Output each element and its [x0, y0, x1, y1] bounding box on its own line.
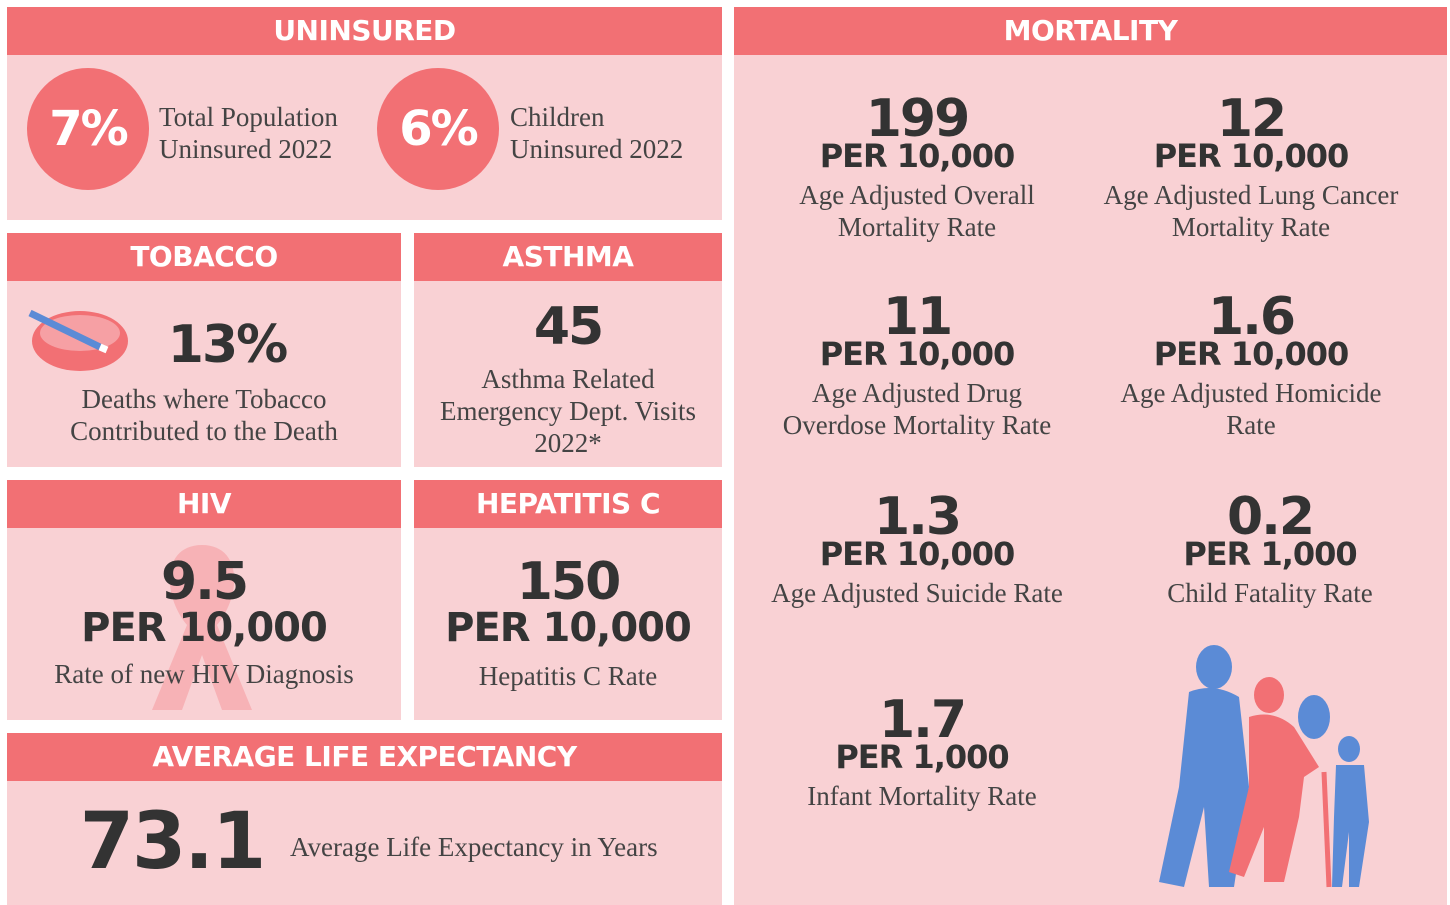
panel-title: ASTHMA [414, 233, 722, 281]
stat-label: Age Adjusted Drug Overdose Mortality Rat… [762, 377, 1072, 441]
hiv-panel: HIV 9.5 PER 10,000 Rate of new HIV Diagn… [7, 480, 401, 720]
panel-title: HIV [7, 480, 401, 528]
page: UNINSURED 7% Total Population Uninsured … [0, 0, 1450, 905]
stat-unit: PER 10,000 [414, 605, 722, 651]
stat-label: Rate of new HIV Diagnosis [7, 658, 401, 690]
stat-circle: 7% [27, 68, 149, 190]
panel-title: HEPATITIS C [414, 480, 722, 528]
hepatitis-c-panel: HEPATITIS C 150 PER 10,000 Hepatitis C R… [414, 480, 722, 720]
stat-label: Deaths where Tobacco Contributed to the … [27, 383, 381, 447]
stat-unit: PER 10,000 [1101, 137, 1401, 175]
panel-title: UNINSURED [7, 7, 722, 55]
stat-label: Age Adjusted Overall Mortality Rate [762, 179, 1072, 243]
stat-unit: PER 10,000 [1101, 335, 1401, 373]
panel-title: MORTALITY [734, 7, 1447, 55]
stat-unit: PER 10,000 [767, 335, 1067, 373]
panel-title: TOBACCO [7, 233, 401, 281]
uninsured-panel: UNINSURED 7% Total Population Uninsured … [7, 7, 722, 220]
stat-label: Infant Mortality Rate [767, 780, 1077, 812]
stat-value: 150 [414, 552, 722, 612]
stat-circle: 6% [377, 68, 499, 190]
stat-value: 45 [414, 297, 722, 357]
stat-unit: PER 1,000 [772, 738, 1072, 776]
stat-value: 9.5 [7, 552, 401, 612]
stat-unit: PER 10,000 [767, 137, 1067, 175]
stat-value: 73.1 [77, 797, 267, 887]
stat-label: Age Adjusted Homicide Rate [1096, 377, 1406, 441]
family-illustration [1154, 637, 1394, 897]
panel-title: AVERAGE LIFE EXPECTANCY [7, 733, 722, 781]
stat-unit: PER 10,000 [767, 535, 1067, 573]
stat-label: Child Fatality Rate [1115, 577, 1425, 609]
stat-label: Total Population Uninsured 2022 [159, 101, 369, 165]
stat-value: 13% [147, 315, 307, 375]
stat-label: Asthma Related Emergency Dept. Visits 20… [424, 363, 712, 459]
stat-label: Age Adjusted Suicide Rate [762, 577, 1072, 609]
stat-unit: PER 10,000 [7, 605, 401, 651]
stat-label: Hepatitis C Rate [414, 660, 722, 692]
stat-label: Children Uninsured 2022 [510, 101, 710, 165]
stat-unit: PER 1,000 [1120, 535, 1420, 573]
tobacco-panel: TOBACCO 13% Deaths where Tobacco Contrib… [7, 233, 401, 467]
stat-label: Age Adjusted Lung Cancer Mortality Rate [1096, 179, 1406, 243]
stat-label: Average Life Expectancy in Years [290, 831, 710, 863]
asthma-panel: ASTHMA 45 Asthma Related Emergency Dept.… [414, 233, 722, 467]
life-expectancy-panel: AVERAGE LIFE EXPECTANCY 73.1 Average Lif… [7, 733, 722, 905]
ashtray-icon [25, 301, 135, 381]
